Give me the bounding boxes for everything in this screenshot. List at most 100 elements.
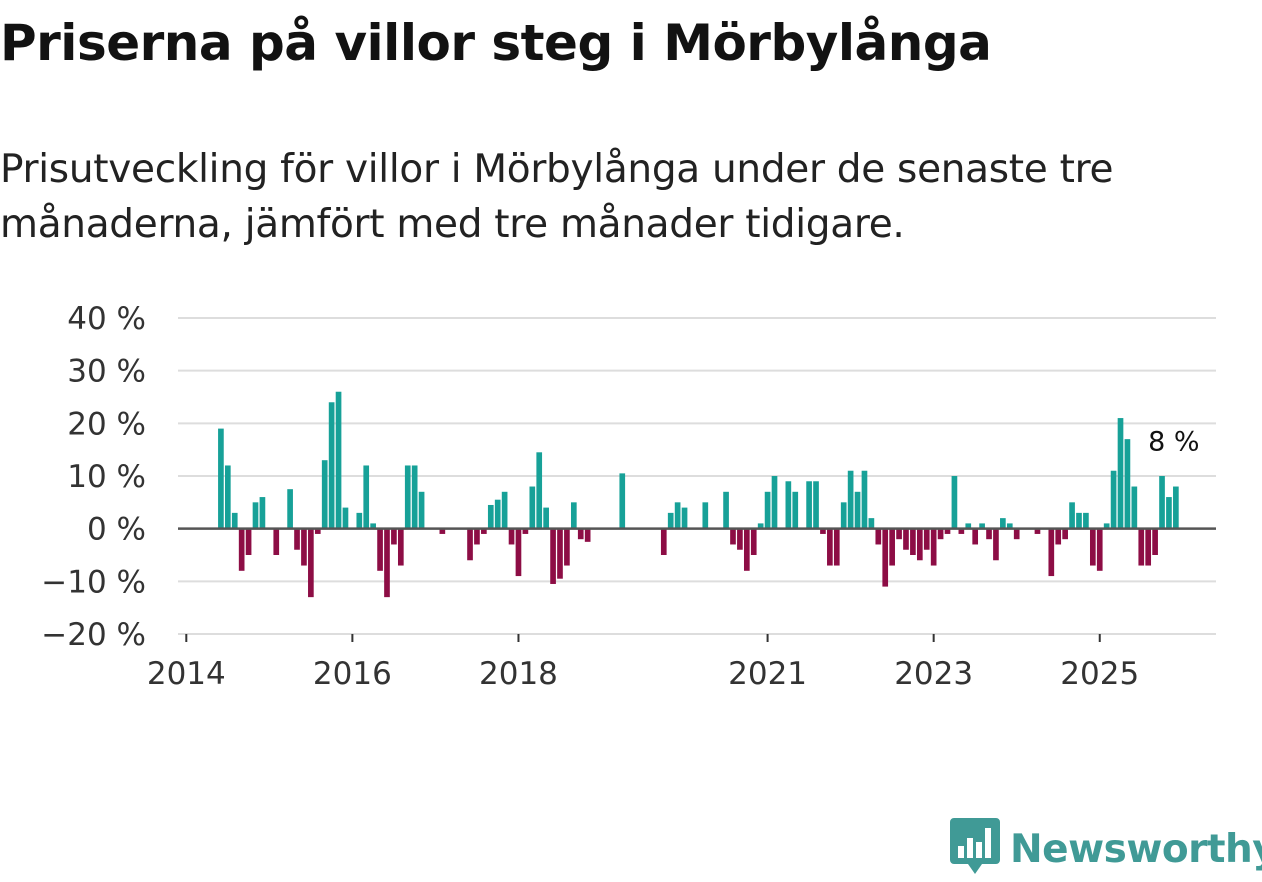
grid-lines	[178, 317, 1216, 635]
bar	[1166, 497, 1172, 529]
bar	[840, 502, 847, 529]
tick-labels: 40 % 30 % 20 % 10 % 0 % −10 % −20 %2014 2016 201…	[41, 301, 1199, 692]
page-title: Priserna på villor steg i Mörbylånga	[0, 14, 992, 72]
bar	[827, 528, 833, 566]
bar	[868, 518, 875, 529]
bar	[1117, 418, 1124, 529]
bar	[1138, 528, 1145, 566]
bar	[515, 528, 522, 577]
bar	[903, 528, 909, 550]
bar	[730, 528, 736, 545]
bar	[771, 476, 778, 529]
newsworthy-logo: Newsworthy	[950, 818, 1262, 882]
y-tick-label: 20 %	[67, 406, 146, 442]
bar	[1145, 528, 1152, 566]
bar	[238, 528, 245, 571]
bar	[550, 528, 556, 584]
bar	[965, 523, 972, 529]
chart-subtitle: Prisutveckling för villor i Mörbylånga u…	[0, 147, 1114, 247]
bar	[1034, 528, 1041, 534]
bar	[363, 465, 370, 529]
bar	[529, 486, 536, 529]
bar	[1000, 518, 1006, 529]
bar	[944, 528, 951, 534]
bar	[750, 528, 757, 555]
bar	[584, 528, 591, 542]
bar-chart-badge-icon	[950, 818, 1000, 882]
x-tick-label: 2018	[479, 656, 558, 692]
bar	[1096, 528, 1103, 571]
bar	[813, 481, 819, 529]
bar-series	[218, 391, 1179, 598]
y-tick-label: −20 %	[41, 617, 146, 653]
x-tick-label: 2016	[313, 656, 392, 692]
bar	[301, 528, 307, 566]
bar	[252, 502, 259, 529]
bar	[384, 528, 390, 598]
bar	[1089, 528, 1096, 566]
bar	[1076, 512, 1082, 529]
bar	[986, 528, 992, 540]
bar	[937, 528, 944, 540]
bar	[287, 489, 293, 529]
bar	[951, 476, 958, 529]
bar	[522, 528, 529, 534]
bar	[916, 528, 923, 561]
bar	[570, 502, 577, 529]
bar	[806, 481, 812, 529]
bar	[743, 528, 750, 571]
bar	[958, 528, 965, 534]
bar	[321, 460, 328, 529]
bar	[356, 512, 363, 529]
bar	[1055, 528, 1062, 545]
bar	[536, 452, 543, 529]
bar-chart: 40 % 30 % 20 % 10 % 0 % −10 % −20 %2014 2016 201…	[41, 301, 1216, 692]
bar	[481, 528, 487, 534]
bar	[674, 502, 681, 529]
bar	[487, 504, 494, 529]
y-tick-label: 30 %	[67, 354, 146, 390]
bar	[619, 473, 626, 529]
bar	[467, 528, 473, 561]
bar	[1006, 523, 1013, 529]
bar	[377, 528, 383, 571]
bar	[764, 491, 771, 529]
bar	[328, 402, 335, 529]
bar	[792, 491, 799, 529]
bar	[896, 528, 902, 540]
bar	[245, 528, 252, 555]
bar	[972, 528, 979, 545]
bar	[993, 528, 999, 561]
bar	[1069, 502, 1075, 529]
bar	[474, 528, 480, 545]
bar	[294, 528, 300, 550]
x-tick-label: 2025	[1060, 656, 1139, 692]
y-tick-label: 0 %	[87, 512, 146, 548]
logo-text: Newsworthy	[1010, 827, 1262, 872]
bar	[404, 465, 411, 529]
bar	[889, 528, 895, 566]
bar	[660, 528, 667, 555]
bar	[757, 523, 764, 529]
bar	[224, 465, 231, 529]
bar	[508, 528, 515, 545]
bar	[1048, 528, 1055, 577]
bar	[833, 528, 840, 566]
x-tick-label: 2014	[147, 656, 226, 692]
axes	[178, 527, 1216, 642]
bar	[411, 465, 418, 529]
bar	[418, 491, 425, 529]
bar	[737, 528, 743, 550]
bar	[681, 507, 688, 529]
bar	[314, 528, 321, 534]
y-tick-label: 10 %	[67, 459, 146, 495]
bar	[259, 497, 266, 529]
bar	[370, 523, 376, 529]
bar	[875, 528, 882, 545]
bar	[543, 507, 549, 529]
bar	[702, 502, 709, 529]
bar	[882, 528, 889, 587]
bar	[1124, 439, 1131, 529]
bar	[342, 507, 349, 529]
bar	[1062, 528, 1068, 540]
